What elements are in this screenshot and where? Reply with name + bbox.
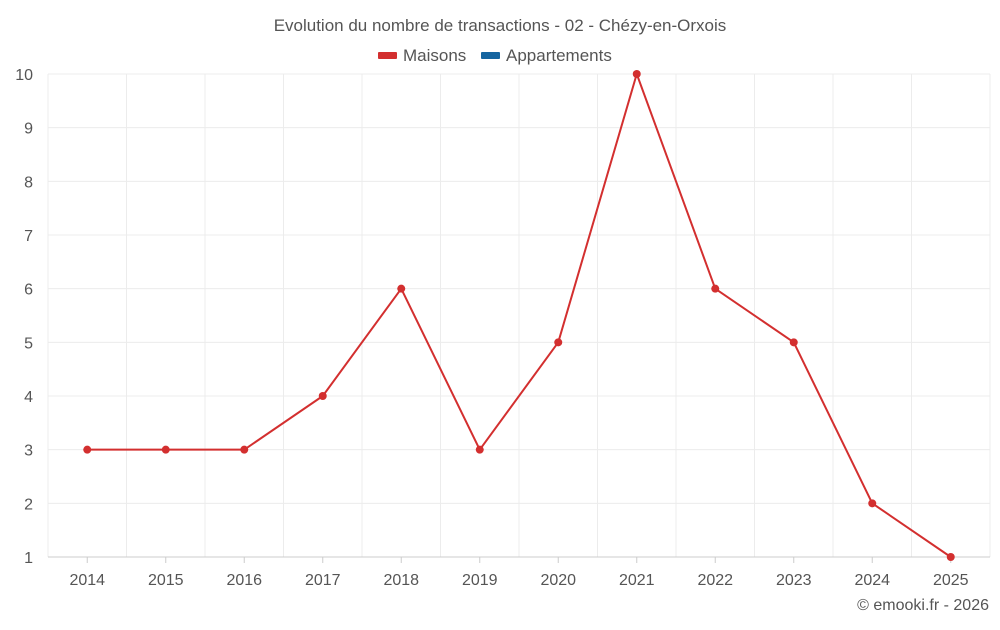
x-tick-label: 2024 [854, 572, 890, 589]
legend-label-maisons[interactable]: Maisons [403, 46, 466, 65]
legend-swatch-maisons[interactable] [378, 52, 397, 59]
legend-label-appartements[interactable]: Appartements [506, 46, 612, 65]
data-point [83, 445, 92, 454]
data-point [868, 499, 877, 508]
data-point [475, 445, 484, 454]
data-point [161, 445, 170, 454]
x-tick-label: 2025 [933, 572, 969, 589]
axes: 1 2 3 4 5 6 7 8 9 10 2014 2015 2016 2017 2018 2019 2020 2… [15, 67, 990, 589]
legend-swatch-appartements[interactable] [481, 52, 500, 59]
series-maisons [83, 70, 955, 561]
data-point [789, 338, 798, 347]
y-tick-label: 2 [24, 496, 33, 513]
data-point [946, 553, 955, 561]
data-point [240, 445, 249, 454]
y-tick-label: 5 [24, 335, 33, 352]
y-tick-label: 6 [24, 282, 33, 299]
x-tick-label: 2020 [540, 572, 576, 589]
data-point [397, 284, 406, 293]
grid [47, 73, 991, 557]
x-tick-label: 2023 [776, 572, 812, 589]
x-tick-label: 2017 [305, 572, 341, 589]
y-tick-label: 3 [24, 443, 33, 460]
series-line-maisons [87, 73, 952, 558]
data-point [554, 338, 563, 347]
x-tick-label: 2018 [383, 572, 419, 589]
data-point [318, 392, 327, 400]
chart-title: Evolution du nombre de transactions - 02… [274, 16, 727, 35]
data-point [632, 70, 641, 78]
x-tick-label: 2021 [619, 572, 655, 589]
legend: Maisons Appartements [378, 46, 612, 65]
y-tick-label: 10 [15, 67, 33, 84]
x-tick-label: 2015 [148, 572, 184, 589]
y-tick-label: 1 [24, 550, 33, 567]
data-point [711, 284, 720, 293]
y-tick-label: 8 [24, 174, 33, 191]
x-tick-label: 2016 [226, 572, 262, 589]
x-tick-label: 2022 [697, 572, 733, 589]
y-tick-label: 4 [24, 389, 33, 406]
y-tick-label: 9 [24, 121, 33, 138]
x-tick-label: 2014 [69, 572, 105, 589]
y-tick-label: 7 [24, 228, 33, 245]
credit-text: © emooki.fr - 2026 [857, 597, 989, 614]
x-tick-label: 2019 [462, 572, 498, 589]
